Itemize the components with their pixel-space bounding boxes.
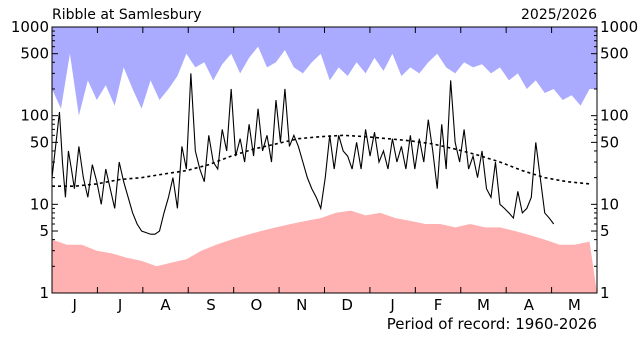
x-month-label: J [389,296,394,314]
y-tick-label-left: 1000 [11,18,49,36]
min-flow-band [52,210,597,293]
x-month-label: S [206,296,216,314]
x-month-label: J [117,296,122,314]
x-month-label: D [341,296,353,314]
chart-period: 2025/2026 [521,7,597,23]
x-month-label: F [434,296,443,314]
x-month-label: A [524,296,535,314]
y-tick-label-right: 500 [600,45,629,63]
y-tick-label-left: 1 [39,284,49,302]
y-tick-label-left: 500 [20,45,49,63]
chart-title: Ribble at Samlesbury [52,7,202,23]
y-tick-label-right: 50 [600,133,619,151]
y-tick-label-right: 1000 [600,18,638,36]
y-tick-label-left: 10 [30,195,49,213]
y-tick-label-right: 10 [600,195,619,213]
x-month-label: O [250,296,262,314]
y-tick-label-left: 5 [39,222,49,240]
y-tick-label-right: 1 [600,284,610,302]
mean-flow-line [52,134,590,188]
daily-flow-line [51,73,555,235]
x-month-label: M [568,296,581,314]
max-flow-band [52,27,597,116]
y-tick-label-right: 100 [600,107,629,125]
axis-ticks: 1 1 5 5 10 10 50 50 100 100 500 500 1000 1000 J J A S O N D J… [11,18,638,314]
flow-bands [52,27,597,293]
x-month-label: J [71,296,76,314]
x-month-label: A [160,296,171,314]
period-of-record: Period of record: 1960-2026 [387,315,597,333]
x-month-label: N [296,296,307,314]
y-tick-label-left: 50 [30,133,49,151]
flow-lines [51,73,590,235]
x-month-label: M [477,296,490,314]
y-tick-label-right: 5 [600,222,610,240]
y-tick-label-left: 100 [20,107,49,125]
